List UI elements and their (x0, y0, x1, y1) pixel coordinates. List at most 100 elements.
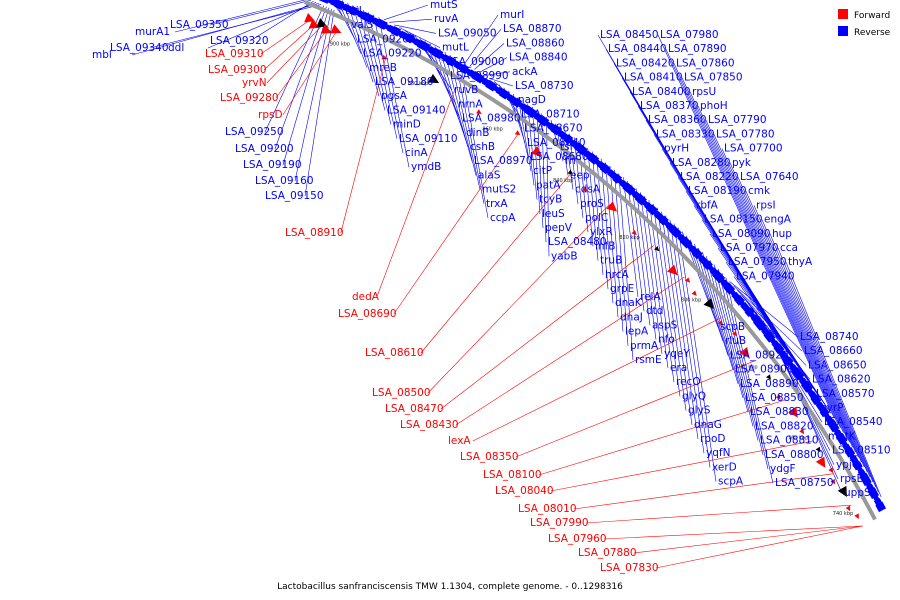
gene-label-lsa-08680: LSA_08680 (530, 151, 589, 163)
reverse-connector-line (729, 281, 799, 338)
gene-label-lsa-08840: LSA_08840 (509, 52, 568, 64)
scale-tick-8: 740 kbp (833, 511, 853, 517)
gene-label-dinb: dinB (466, 127, 489, 139)
gene-label-cshb: cshB (470, 141, 495, 153)
gene-label-muts: mutS (430, 0, 458, 11)
gene-label-lsa-08980: LSA_08980 (462, 113, 521, 125)
gene-label-cmk: cmk (748, 185, 771, 197)
gene-label-yqey: yqeY (664, 348, 690, 360)
reverse-gene-feature (646, 204, 658, 216)
forward-gene-feature (631, 229, 637, 236)
gene-label-rela: relA (640, 291, 661, 303)
forward-connector-line (472, 317, 722, 442)
reverse-connector-line (753, 205, 871, 478)
gene-label-muts2: mutS2 (482, 184, 516, 196)
gene-label-rsme: rsmE (635, 354, 662, 366)
gene-label-lsa-08900: LSA_08900 (735, 364, 794, 376)
forward-legend-swatch (838, 9, 848, 19)
genome-backbone-arc (304, 0, 877, 521)
reverse-connector-line (517, 97, 532, 172)
gene-labels: thiI valS LSA_09260 LSA_09220 mreB LSA_09180p… (92, 0, 891, 574)
reverse-connector-line (673, 63, 841, 428)
gene-label-lsa-08090: LSA_08090 (712, 228, 771, 240)
reverse-connector-line (294, 8, 332, 182)
gene-label-lsa-08650: LSA_08650 (808, 359, 867, 371)
gene-label-alas: alaS (478, 169, 501, 181)
forward-gene-feature (845, 505, 851, 512)
reverse-connector-line (131, 3, 319, 56)
reverse-gene-feature (599, 163, 611, 175)
gene-label-mura1: murA1 (135, 26, 170, 38)
gene-label-lsa-09150: LSA_09150 (265, 190, 324, 202)
gene-label-pyrh: pyrH (664, 143, 689, 155)
gene-label-lsa-08830: LSA_08830 (750, 406, 809, 418)
reverse-connector-lines (131, 0, 882, 498)
reverse-connector-line (733, 276, 832, 414)
forward-gene-feature (691, 290, 697, 296)
reverse-connector-line (673, 223, 711, 468)
reverse-connector-line (484, 71, 511, 76)
gene-label-lsa-07790: LSA_07790 (708, 114, 767, 126)
forward-gene-feature (320, 24, 332, 34)
scale-tick-1: 880 kbp (408, 81, 428, 87)
gene-label-rpsd: rpsD (258, 109, 283, 121)
gene-label-lsa-08710: LSA_08710 (521, 108, 580, 120)
forward-strand-features (304, 12, 859, 520)
gene-label-dnag: dnaG (694, 419, 722, 431)
reverse-connector-line (614, 169, 629, 346)
reverse-connector-line (582, 144, 594, 247)
gene-label-lsa-09310: LSA_09310 (205, 48, 264, 60)
reverse-gene-feature (459, 64, 470, 75)
reverse-connector-line (689, 91, 847, 438)
gene-label-enga: engA (764, 214, 792, 226)
gene-label-cina: cinA (405, 147, 428, 159)
forward-gene-feature (739, 346, 750, 358)
reverse-connector-line (609, 165, 624, 332)
gene-label-lsa-08990: LSA_08990 (450, 70, 509, 82)
gene-label-lsa-09350: LSA_09350 (170, 19, 229, 31)
gene-label-lsa-08420: LSA_08420 (616, 57, 675, 69)
reverse-connector-line (373, 14, 404, 154)
gene-label-glys: glyS (688, 405, 711, 417)
reverse-connector-line (745, 191, 868, 473)
gene-label-lsa-08280: LSA_08280 (672, 157, 731, 169)
reverse-connector-line (721, 148, 859, 458)
reverse-connector-line (459, 60, 489, 219)
forward-gene-feature (330, 24, 342, 34)
gene-label-lsa-08820: LSA_08820 (755, 420, 814, 432)
forward-connector-line (585, 504, 852, 524)
forward-gene-feature (582, 186, 588, 192)
reverse-gene-feature (875, 501, 887, 513)
gene-label-lsa-09300: LSA_09300 (208, 64, 267, 76)
reverse-gene-feature (771, 340, 781, 350)
gene-label-lsa-09340: LSA_09340 (110, 42, 169, 54)
gene-label-lsa-08730: LSA_08730 (515, 80, 574, 92)
reverse-connector-line (469, 29, 502, 67)
gene-label-lsa-08360: LSA_08360 (648, 114, 707, 126)
gene-label-frr: frr (565, 155, 578, 167)
reverse-connector-line (573, 137, 584, 219)
gene-label-upps: uppS (844, 487, 871, 499)
reverse-connector-line (569, 133, 579, 204)
gene-label-lsa-09180: LSA_09180 (375, 76, 434, 88)
reverse-connector-line (706, 256, 749, 413)
gene-label-tsf: tsf (560, 141, 574, 153)
gene-label-lsa-08190: LSA_08190 (688, 185, 747, 197)
gene-label-lsa-08440: LSA_08440 (608, 43, 667, 55)
gene-label-lsa-08890: LSA_08890 (740, 378, 799, 390)
gene-label-lsa-08610: LSA_08610 (365, 347, 424, 359)
gene-label-pgsa: pgsA (381, 90, 408, 102)
legend: Forward Reverse (838, 9, 891, 38)
reverse-legend-label: Reverse (854, 28, 891, 38)
forward-connector-line (655, 525, 863, 569)
gene-label-lexa: lexA (448, 435, 471, 447)
gene-label-lsa-07830: LSA_07830 (600, 562, 659, 574)
gene-label-lsa-09140: LSA_09140 (387, 104, 446, 116)
scale-tick-2: 860 kbp (482, 127, 502, 133)
gene-label-pyk: pyk (732, 157, 752, 169)
reverse-connector-line (681, 77, 844, 433)
gene-label-rpsb: rpsB (840, 473, 864, 485)
gene-label-scpb: scpB (720, 321, 745, 333)
forward-connector-line (515, 359, 757, 458)
reverse-legend-swatch (838, 26, 848, 36)
